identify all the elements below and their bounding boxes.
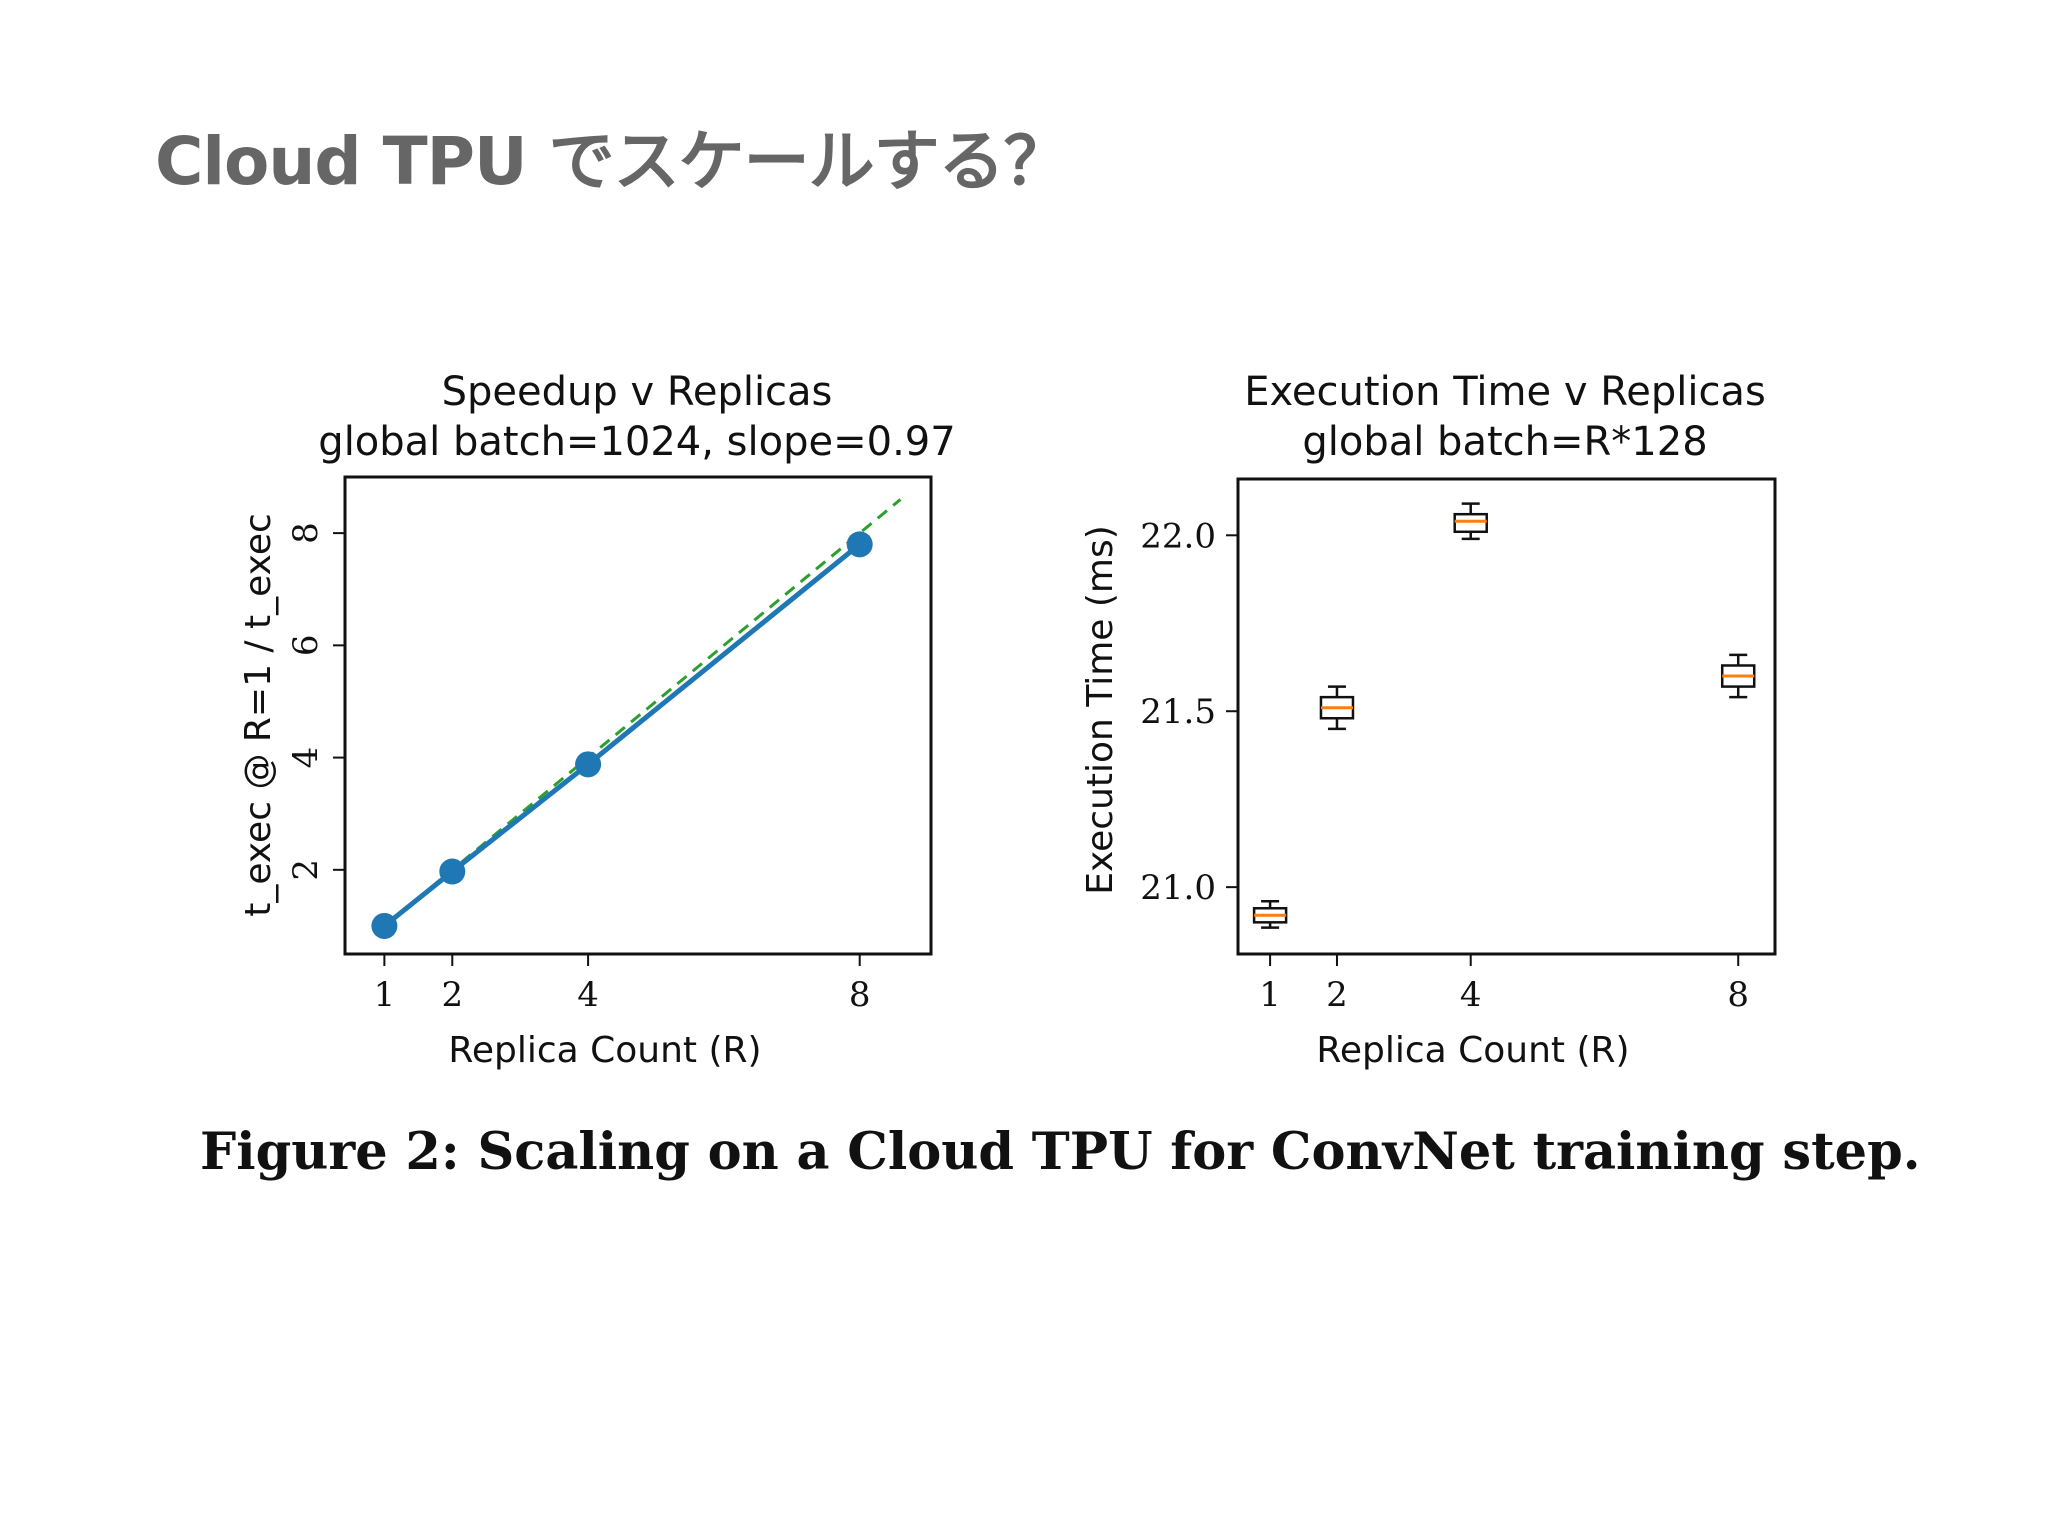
execution-x-tick-label: 4	[1460, 975, 1482, 1015]
execution-box	[1720, 653, 1756, 699]
speedup-y-tick-label: 6	[286, 635, 326, 657]
speedup-x-tick-label: 2	[441, 975, 463, 1015]
speedup-chart-subtitle: global batch=1024, slope=0.97	[318, 419, 955, 465]
speedup-x-tick-label: 1	[374, 975, 396, 1015]
speedup-y-tick-label: 4	[286, 747, 326, 769]
execution-plot-frame	[1236, 477, 1777, 956]
speedup-marks	[371, 498, 902, 939]
speedup-y-tick-label: 8	[286, 522, 326, 544]
execution-x-tick-label: 2	[1326, 975, 1348, 1015]
execution-y-axis-label: Execution Time (ms)	[1080, 525, 1121, 895]
speedup-point	[439, 858, 466, 885]
execution-x-tick-label: 1	[1259, 975, 1281, 1015]
execution-box	[1319, 685, 1355, 731]
speedup-chart-title: Speedup v Replicas	[442, 369, 833, 415]
speedup-point	[846, 531, 873, 558]
execution-x-tick-label: 8	[1727, 975, 1749, 1015]
speedup-point	[371, 912, 398, 939]
execution-time-chart: Execution Time v Replicas global batch=R…	[1080, 369, 1777, 1071]
speedup-point	[575, 751, 602, 778]
execution-x-ticks: 1 2 4 8	[1259, 954, 1749, 1015]
execution-box	[1252, 899, 1288, 929]
execution-x-axis-label: Replica Count (R)	[1316, 1030, 1629, 1071]
execution-y-tick-label: 21.0	[1140, 868, 1216, 908]
execution-boxes	[1252, 502, 1756, 929]
execution-chart-subtitle: global batch=R*128	[1302, 419, 1707, 465]
speedup-x-tick-label: 4	[577, 975, 599, 1015]
execution-chart-title: Execution Time v Replicas	[1244, 369, 1766, 415]
speedup-x-ticks: 1 2 4 8	[374, 954, 871, 1015]
speedup-series-line	[382, 542, 862, 928]
speedup-y-ticks: 2 4 6 8	[286, 522, 345, 881]
speedup-chart: Speedup v Replicas global batch=1024, sl…	[238, 369, 956, 1071]
execution-box-body	[1453, 512, 1488, 534]
speedup-y-tick-label: 2	[286, 859, 326, 881]
speedup-y-axis-label: t_exec @ R=1 / t_exec	[238, 513, 279, 917]
figure-caption: Figure 2: Scaling on a Cloud TPU for Con…	[200, 1122, 1921, 1182]
speedup-x-axis-label: Replica Count (R)	[448, 1030, 761, 1071]
execution-y-ticks: 21.0 21.5 22.0	[1140, 516, 1238, 908]
speedup-plot-frame	[343, 475, 933, 956]
execution-y-tick-label: 21.5	[1140, 692, 1216, 732]
slide-title: Cloud TPU でスケールする？	[155, 123, 1070, 200]
execution-y-tick-label: 22.0	[1140, 516, 1216, 556]
execution-box	[1453, 502, 1488, 541]
speedup-x-tick-label: 8	[849, 975, 871, 1015]
